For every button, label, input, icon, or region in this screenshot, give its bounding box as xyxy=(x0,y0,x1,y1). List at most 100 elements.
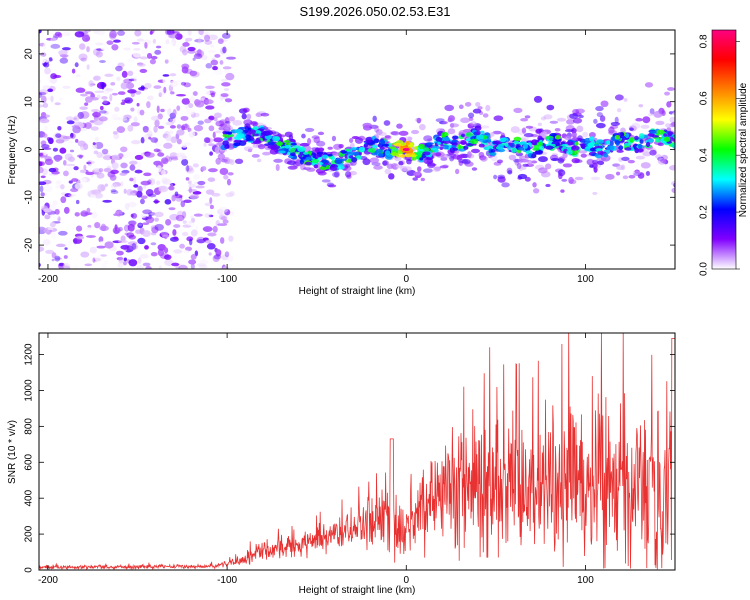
spectrogram-cell xyxy=(75,74,81,78)
spectrogram-cell xyxy=(79,93,88,97)
spectrogram-cell xyxy=(62,262,71,269)
spectrogram-cell xyxy=(286,160,297,166)
spectrogram-cell xyxy=(311,147,319,151)
spectrogram-cell xyxy=(214,53,221,58)
spectrogram-cell xyxy=(197,48,202,56)
spectrogram-cell xyxy=(558,172,563,180)
spectrogram-cell xyxy=(192,91,198,96)
spectrogram-cell xyxy=(162,79,166,83)
spectrogram-cell xyxy=(638,104,644,108)
spectrogram-cell xyxy=(95,42,104,46)
spectrogram-cell xyxy=(156,105,160,113)
spectrogram-cell xyxy=(449,122,455,129)
spectrogram-cell xyxy=(180,115,189,121)
spectrogram-cell xyxy=(327,146,333,150)
spectrogram-cell xyxy=(164,59,169,64)
spectrogram-cell xyxy=(204,109,213,114)
spectrogram-cell xyxy=(133,78,137,82)
spectrogram-cell xyxy=(562,163,573,168)
spectrogram-cell xyxy=(170,91,175,95)
spectrogram-cell xyxy=(219,39,228,42)
spectrogram-cell xyxy=(186,108,195,115)
spectrogram-cell xyxy=(181,66,189,74)
spectrogram-cell xyxy=(232,119,242,126)
spectrogram-cell xyxy=(208,125,215,132)
spectrogram-cell xyxy=(62,135,73,140)
spectrogram-cell xyxy=(251,153,260,158)
spectrogram-cell xyxy=(192,191,202,195)
spectrogram-cell xyxy=(144,245,149,250)
spectrogram-cell xyxy=(228,116,236,122)
spectrogram-cell xyxy=(423,168,433,173)
spectrogram-cell xyxy=(513,136,522,142)
spectrogram-cell xyxy=(74,212,80,217)
spectrogram-cell xyxy=(419,157,424,161)
spectrogram-cell xyxy=(672,134,675,140)
spectrogram-cell xyxy=(154,211,164,218)
spectrogram-cell xyxy=(518,158,524,164)
spectrogram-cell xyxy=(417,166,422,172)
spectrogram-cell xyxy=(136,102,140,107)
spectrogram-cell xyxy=(388,173,395,180)
spectrogram-cell xyxy=(77,111,85,120)
spectrogram-cell xyxy=(110,189,117,193)
spectrogram-cell xyxy=(44,184,53,193)
spectrogram-cell xyxy=(369,157,380,164)
spectrogram-cell xyxy=(212,255,220,263)
spectrogram-cell xyxy=(327,153,333,157)
spectrogram-cell xyxy=(459,153,466,158)
spectrogram-cell xyxy=(557,157,565,164)
spectrogram-cell xyxy=(411,156,417,161)
spectrogram-cell xyxy=(222,137,228,141)
spectrogram-cell xyxy=(198,30,204,36)
spectrogram-cell xyxy=(86,64,90,70)
spectrogram-cell xyxy=(84,263,93,267)
spectrogram-cell xyxy=(190,229,198,237)
spectrogram-cell xyxy=(603,153,609,158)
spectrogram-cell xyxy=(645,141,651,148)
spectrogram-cell xyxy=(595,148,603,152)
spectrogram-cell xyxy=(325,164,330,170)
spectrogram-cell xyxy=(29,213,38,218)
spectrogram-cell xyxy=(447,128,456,135)
spectrogram-cell xyxy=(187,46,196,52)
spectrogram-cell xyxy=(142,222,150,225)
spectrogram-cell xyxy=(538,156,548,163)
spectrogram-cell xyxy=(584,148,592,152)
spectrogram-cell xyxy=(666,101,672,108)
spectrogram-cell xyxy=(540,116,547,121)
spectrogram-cell xyxy=(383,120,391,126)
spectrogram-cell xyxy=(568,176,574,184)
spectrogram-cell xyxy=(479,130,485,134)
spectrogram-cell xyxy=(217,153,226,160)
spectrogram-cell xyxy=(478,138,486,142)
spectrogram-cell xyxy=(618,145,624,151)
spectrogram-cell xyxy=(62,85,71,89)
spectrogram-cell xyxy=(649,149,657,156)
spectrogram-cell xyxy=(442,164,449,168)
spectrogram-cell xyxy=(508,154,517,161)
spectrogram-cell xyxy=(83,58,89,66)
spectrogram-cell xyxy=(187,180,192,185)
spectrogram-cell xyxy=(47,137,54,145)
spectrogram-cell xyxy=(322,163,327,167)
spectrogram-cell xyxy=(44,214,51,220)
spectrogram-cell xyxy=(168,33,178,39)
spectrogram-cell xyxy=(434,152,442,157)
snr-frame xyxy=(38,332,676,571)
spectrogram-cell xyxy=(451,141,458,146)
spectrogram-cell xyxy=(165,219,172,226)
spectrogram-cell xyxy=(212,131,216,139)
spectrogram-cell xyxy=(41,147,52,151)
spectrogram-cell xyxy=(142,209,153,215)
spectrogram-cell xyxy=(426,160,434,164)
spectrogram-cell xyxy=(120,82,129,90)
spectrogram-cell xyxy=(222,66,232,70)
spectrogram-cell xyxy=(536,141,543,147)
spectrogram-cell xyxy=(197,180,206,186)
spectrogram-cell xyxy=(228,235,234,242)
spectrogram-cell xyxy=(221,254,229,261)
spectrogram-cell xyxy=(147,130,153,137)
spectrogram-cell xyxy=(134,30,142,37)
